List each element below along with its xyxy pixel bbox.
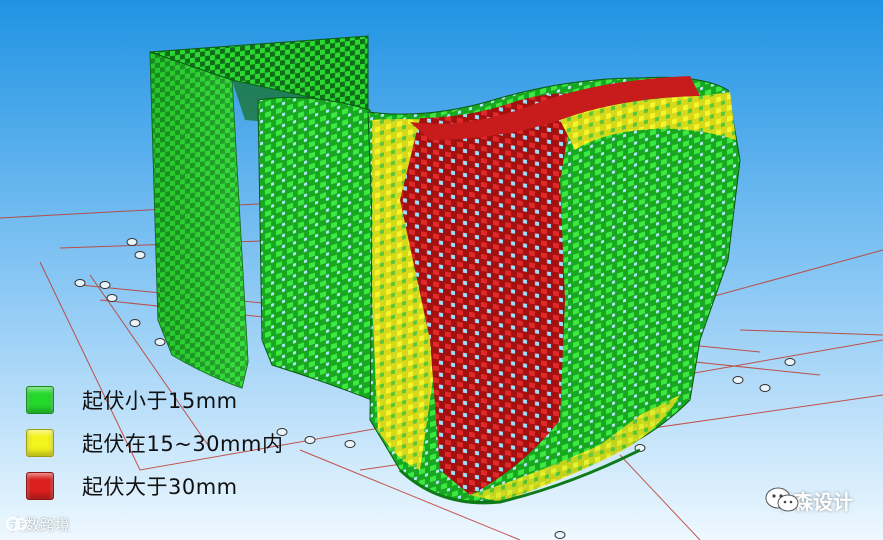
- grid-axis-marker: [129, 319, 141, 327]
- red-zone-top: [410, 76, 700, 140]
- wechat-icon: [765, 487, 799, 512]
- legend-swatch-green: [26, 385, 54, 414]
- grid-axis-marker: [106, 294, 118, 302]
- legend-label: 起伏小于15mm: [82, 388, 238, 413]
- middle-green-panel: [257, 97, 379, 401]
- facade-bottom-edge: [398, 448, 641, 505]
- yellow-zone-bottom: [470, 395, 680, 502]
- grid-axis-marker: [276, 428, 288, 436]
- grid-axis-marker: [304, 436, 316, 444]
- legend-item-green: 起伏小于15mm: [26, 378, 283, 421]
- grid-line: [619, 454, 701, 540]
- legend-item-red: 起伏大于30mm: [26, 464, 283, 507]
- yellow-zone-top-right: [560, 92, 736, 150]
- grid-axis-marker: [784, 358, 796, 366]
- grid-axis-marker: [134, 251, 146, 259]
- grid-axis-marker: [74, 279, 86, 287]
- legend: 起伏小于15mm 起伏在15~30mm内 起伏大于30mm: [26, 378, 283, 507]
- brand-tag: 华森设计: [765, 486, 853, 515]
- legend-swatch-yellow: [26, 428, 54, 457]
- watermark: 大数跨境: [6, 514, 70, 535]
- legend-label: 起伏大于30mm: [82, 474, 238, 499]
- grid-axis-marker: [732, 376, 744, 384]
- grid-line: [739, 329, 883, 336]
- grid-axis-marker: [344, 440, 356, 448]
- grid-axis-marker: [154, 338, 166, 346]
- grid-axis-marker: [554, 531, 566, 539]
- legend-swatch-red: [26, 471, 54, 500]
- grid-axis-marker: [759, 384, 771, 392]
- grid-axis-marker: [126, 238, 138, 246]
- grid-line: [89, 274, 211, 449]
- grid-line: [699, 249, 883, 301]
- grid-line: [299, 449, 521, 540]
- legend-label: 起伏在15~30mm内: [82, 431, 284, 456]
- left-panel-shade: [150, 52, 248, 388]
- red-zone: [400, 93, 575, 495]
- legend-item-yellow: 起伏在15~30mm内: [26, 421, 283, 464]
- camera-icon: [6, 517, 27, 531]
- grid-axis-marker: [99, 281, 111, 289]
